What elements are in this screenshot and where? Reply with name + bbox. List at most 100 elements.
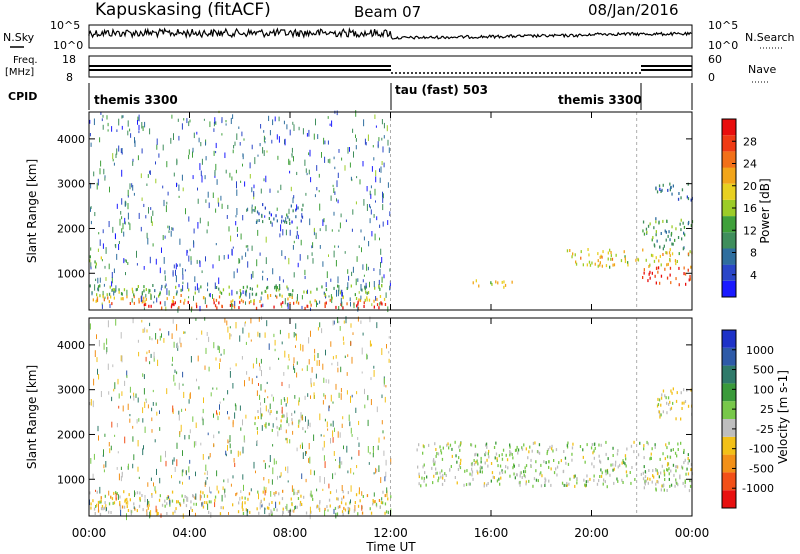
rti-cell xyxy=(121,471,123,475)
rti-cell xyxy=(93,171,95,177)
rti-cell xyxy=(434,462,436,466)
colorbar-tick-label: -1000 xyxy=(742,482,774,495)
rti-cell xyxy=(544,484,546,487)
rti-cell xyxy=(208,456,210,460)
rti-cell xyxy=(296,372,298,378)
rti-cell xyxy=(324,510,326,516)
rti-cell xyxy=(363,305,365,308)
rti-cell xyxy=(324,293,326,297)
rti-cell xyxy=(246,285,248,289)
rti-cell xyxy=(127,509,130,512)
rti-cell xyxy=(264,462,266,469)
rti-cell xyxy=(99,168,101,175)
rti-cell xyxy=(347,147,349,154)
rti-cell xyxy=(686,195,688,199)
rti-cell xyxy=(208,336,210,343)
rti-cell xyxy=(286,285,288,289)
rti-cell xyxy=(162,185,164,189)
rti-cell xyxy=(297,497,300,500)
rti-cell xyxy=(384,476,386,482)
rti-cell xyxy=(669,273,671,277)
rti-cell xyxy=(108,502,111,506)
rti-cell xyxy=(226,215,228,219)
rti-cell xyxy=(361,504,363,511)
rti-cell xyxy=(646,440,648,444)
rti-cell xyxy=(340,366,342,373)
rti-cell xyxy=(553,459,555,462)
rti-cell xyxy=(341,497,343,501)
rti-cell xyxy=(435,472,437,475)
rti-cell xyxy=(288,354,290,358)
rti-cell xyxy=(255,306,258,310)
rti-cell xyxy=(635,462,637,466)
rti-cell xyxy=(599,255,601,259)
colorbar-segment xyxy=(722,365,736,384)
rti-cell xyxy=(109,285,111,289)
rti-cell xyxy=(180,288,182,292)
rti-cell xyxy=(155,333,157,340)
rti-cell xyxy=(347,282,349,289)
rti-cell xyxy=(232,149,234,154)
rti-cell xyxy=(118,145,120,152)
rti-cell xyxy=(194,496,196,500)
rti-cell xyxy=(378,437,380,443)
rti-cell xyxy=(137,120,138,125)
rti-cell xyxy=(176,160,178,164)
rti-cell xyxy=(334,427,335,432)
rti-cell xyxy=(138,418,140,422)
rti-cell xyxy=(109,448,111,454)
rti-cell xyxy=(302,452,304,460)
rti-cell xyxy=(132,436,134,442)
rti-cell xyxy=(655,230,657,234)
rti-cell xyxy=(521,476,523,479)
rti-cell xyxy=(355,407,357,413)
rti-cell xyxy=(163,199,165,207)
rti-cell xyxy=(540,484,543,488)
rti-cell xyxy=(357,306,359,312)
rti-cell xyxy=(353,151,354,158)
rti-cell xyxy=(566,443,568,447)
rti-cell xyxy=(308,129,310,137)
cpid-label: CPID xyxy=(8,90,37,103)
rti-cell xyxy=(227,445,228,451)
rti-cell xyxy=(264,423,266,427)
rti-cell xyxy=(128,221,130,225)
rti-cell xyxy=(150,510,152,517)
rti-cell xyxy=(627,263,629,267)
rti-cell xyxy=(258,493,259,500)
nsky-label: N.Sky xyxy=(3,31,35,44)
rti-cell xyxy=(231,249,233,256)
rti-cell xyxy=(302,128,304,135)
rti-cell xyxy=(118,241,120,244)
rti-cell xyxy=(484,461,486,465)
rti-cell xyxy=(355,138,357,142)
rti-cell xyxy=(232,503,234,507)
rti-cell xyxy=(108,391,110,395)
rti-cell xyxy=(449,468,451,472)
rti-cell xyxy=(501,469,503,473)
rti-cell xyxy=(654,244,656,248)
rti-cell xyxy=(189,459,191,464)
rti-cell xyxy=(99,137,101,143)
rti-cell xyxy=(131,298,133,303)
rti-cell xyxy=(567,462,570,466)
rti-cell xyxy=(295,300,298,304)
rti-cell xyxy=(228,285,230,289)
rti-cell xyxy=(296,447,298,452)
rti-cell xyxy=(240,427,242,431)
rti-cell xyxy=(388,351,390,354)
rti-cell xyxy=(97,277,99,284)
rti-cell xyxy=(690,468,692,472)
rti-cell xyxy=(239,335,241,342)
rti-cell xyxy=(515,473,518,477)
rti-cell xyxy=(221,117,223,122)
rti-cell xyxy=(139,496,141,500)
rti-cell xyxy=(150,207,152,210)
noise-trace xyxy=(88,27,692,40)
rti-cell xyxy=(166,388,168,395)
rti-cell xyxy=(616,452,619,456)
rti-cell xyxy=(281,219,283,224)
rti-cell xyxy=(262,147,264,154)
rti-cell xyxy=(373,370,375,377)
rti-cell xyxy=(633,440,635,444)
